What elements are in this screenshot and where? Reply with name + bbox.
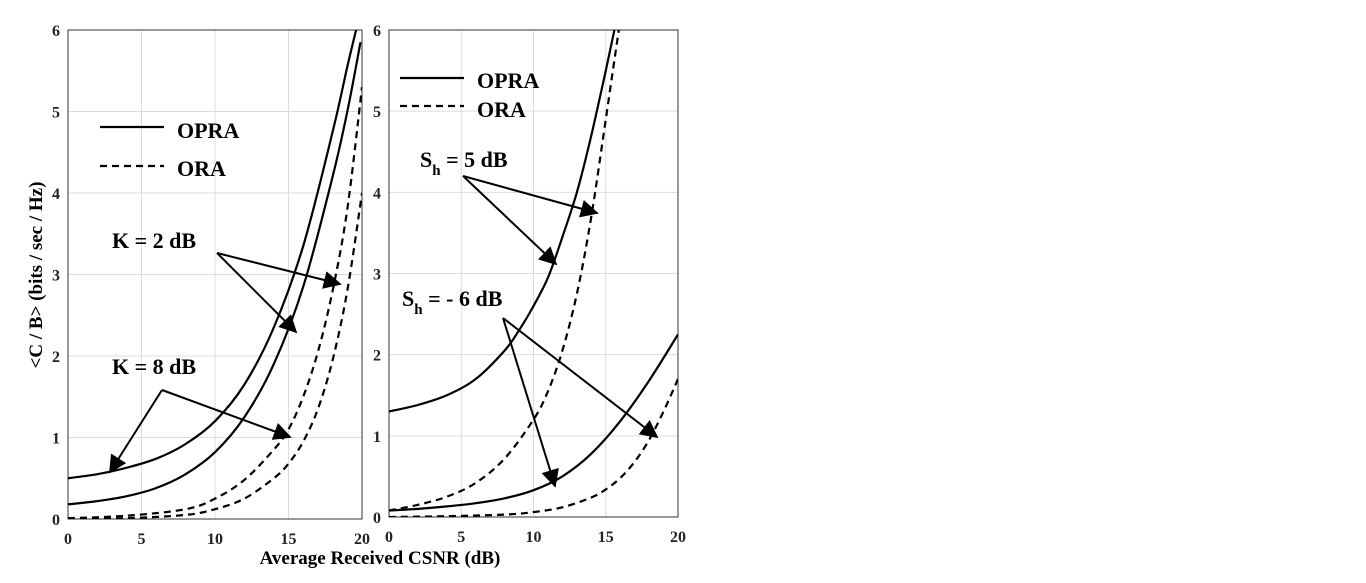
annotation-arrows bbox=[109, 175, 659, 488]
arrow-k2-to-dashed bbox=[216, 252, 342, 289]
y-tick-label: 5 bbox=[52, 105, 60, 122]
annotation-sh-minus6db: Sh = - 6 dB bbox=[402, 286, 503, 318]
y-axis-title: <C / B> (bits / sec / Hz) bbox=[26, 182, 47, 369]
y-tick-label: 6 bbox=[373, 23, 381, 40]
legend-label-ora: ORA bbox=[177, 156, 226, 181]
arrow-sh5-to-dashed bbox=[462, 175, 599, 218]
y-tick-label: 6 bbox=[52, 23, 60, 40]
legend-label-opra: OPRA bbox=[177, 118, 239, 143]
legend-label-ora: ORA bbox=[477, 97, 526, 122]
y-tick-label: 1 bbox=[373, 429, 381, 446]
x-tick-label: 15 bbox=[598, 529, 614, 546]
series-line-right-0 bbox=[389, 30, 616, 413]
y-tick-label: 4 bbox=[52, 186, 60, 203]
x-axis-title: Average Received CSNR (dB) bbox=[260, 548, 501, 569]
y-tick-label: 3 bbox=[373, 267, 381, 284]
x-tick-label: 10 bbox=[526, 529, 542, 546]
series-line-left-0 bbox=[68, 30, 358, 480]
arrow-k8-to-dashed bbox=[161, 389, 292, 440]
series-line-left-3 bbox=[68, 192, 362, 519]
arrow-k2-to-solid bbox=[216, 252, 298, 334]
y-tick-label: 0 bbox=[52, 512, 60, 529]
annotation-k-8db: K = 8 dB bbox=[112, 354, 196, 379]
x-tick-label: 5 bbox=[138, 531, 146, 548]
x-tick-label: 20 bbox=[670, 529, 686, 546]
x-tick-label: 10 bbox=[207, 531, 223, 548]
arrow-sh5-to-solid bbox=[462, 175, 558, 266]
right-legend: OPRA ORA bbox=[400, 68, 539, 122]
series-line-right-2 bbox=[389, 333, 678, 512]
arrow-k8-to-solid bbox=[109, 389, 163, 474]
annotation-k-2db: K = 2 dB bbox=[112, 228, 196, 253]
arrow-sh-6-to-solid bbox=[502, 317, 559, 488]
legend-label-opra: OPRA bbox=[477, 68, 539, 93]
annotation-sh-5db: Sh = 5 dB bbox=[420, 147, 508, 179]
x-tick-label: 0 bbox=[64, 531, 72, 548]
y-tick-label: 1 bbox=[52, 431, 60, 448]
plot-frame bbox=[67, 29, 363, 520]
y-tick-label: 5 bbox=[373, 104, 381, 121]
y-tick-label: 4 bbox=[373, 185, 381, 202]
y-tick-label: 0 bbox=[373, 510, 381, 527]
left-chart-panel: 0 5 10 15 20 0 1 2 3 4 5 6 bbox=[52, 23, 370, 548]
plot-frame bbox=[388, 29, 679, 518]
y-tick-label: 2 bbox=[373, 348, 381, 365]
x-tick-label: 15 bbox=[281, 531, 297, 548]
right-chart-panel: 0 5 10 15 20 0 1 2 3 4 5 6 bbox=[373, 23, 686, 546]
x-tick-label: 20 bbox=[354, 531, 370, 548]
series-line-right-1 bbox=[389, 30, 620, 512]
x-tick-label: 5 bbox=[457, 529, 465, 546]
x-tick-label: 0 bbox=[385, 529, 393, 546]
y-tick-label: 3 bbox=[52, 268, 60, 285]
arrow-sh-6-to-dashed bbox=[502, 317, 659, 439]
y-tick-label: 2 bbox=[52, 349, 60, 366]
left-legend: OPRA ORA bbox=[100, 118, 239, 181]
